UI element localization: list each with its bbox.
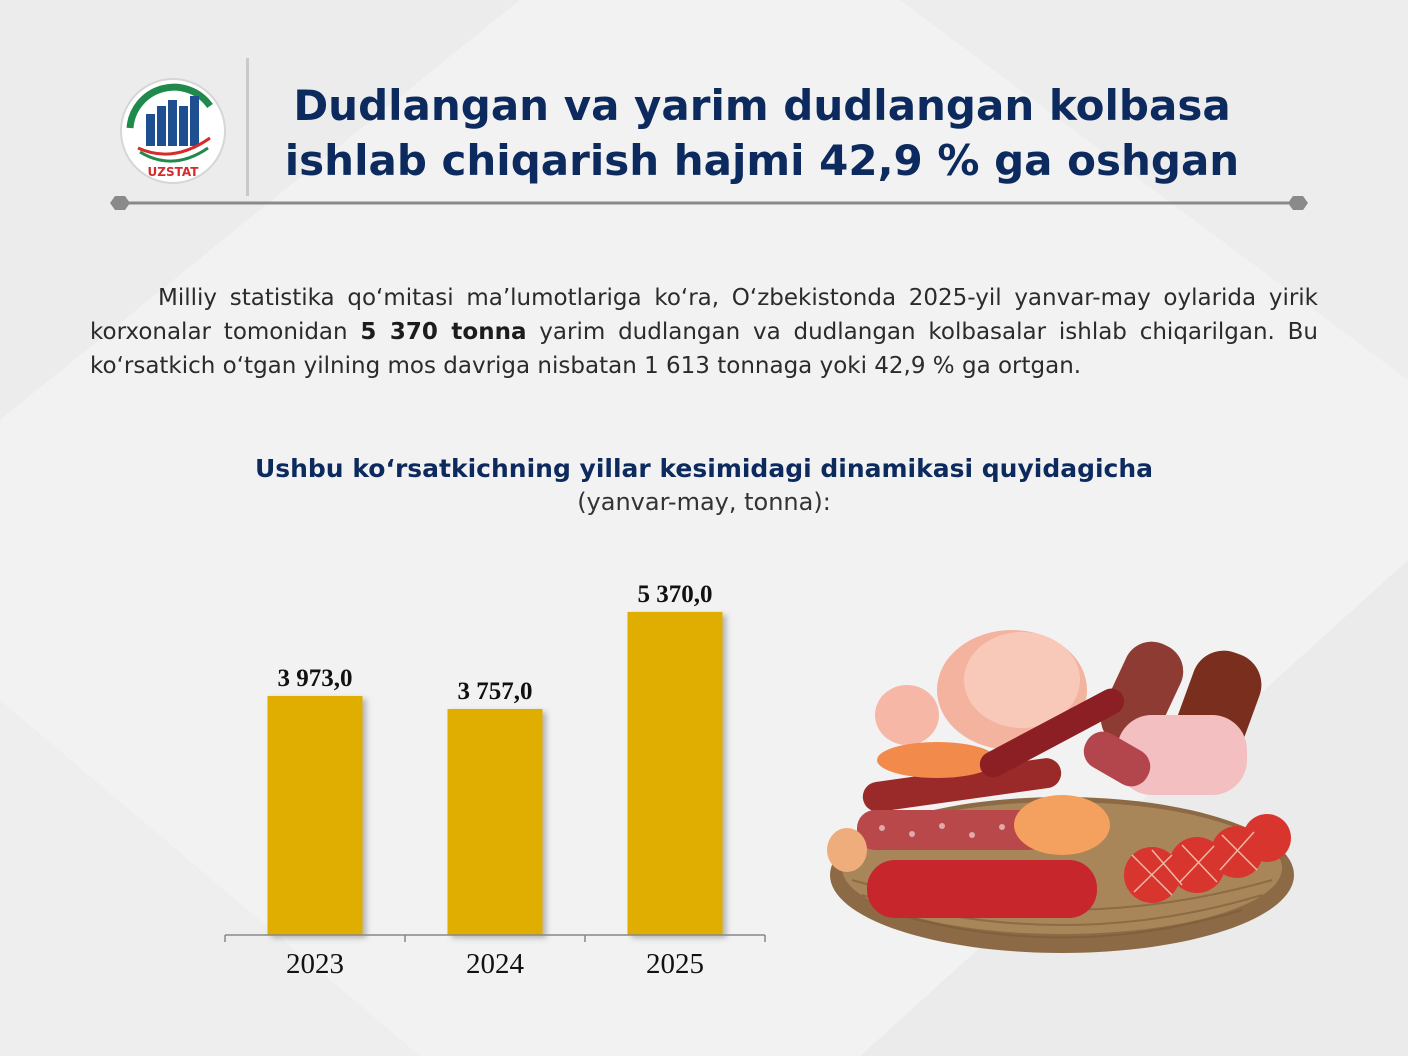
sausage-basket-illustration: [827, 630, 1294, 953]
x-tick-label-2024: 2024: [466, 948, 525, 980]
uzstat-logo: UZSTAT: [120, 78, 226, 184]
header-divider: [246, 58, 249, 196]
bar-2024: [447, 708, 543, 935]
bar-2025: [627, 611, 723, 935]
intro-paragraph: Milliy statistika qo‘mitasi ma’lumotlari…: [90, 281, 1318, 383]
title-underline: [110, 196, 1308, 210]
intro-text-1: Milliy statistika qo‘mitasi ma’lumotlari…: [90, 285, 1318, 345]
page-title: Dudlangan va yarim dudlangan kolbasa ish…: [262, 78, 1262, 188]
data-label-2025: 5 370,0: [638, 581, 713, 608]
page-title-line-1: Dudlangan va yarim dudlangan kolbasa: [293, 81, 1231, 130]
data-label-2023: 3 973,0: [278, 665, 353, 692]
chart-heading: Ushbu ko‘rsatkichning yillar kesimidagi …: [150, 452, 1258, 518]
page-title-line-2: ishlab chiqarish hajmi 42,9 % ga oshgan: [284, 136, 1240, 185]
chart-subtitle: (yanvar-may, tonna):: [577, 488, 831, 516]
data-label-2024: 3 757,0: [458, 678, 533, 705]
intro-text-2: yarim dudlangan va dudlangan kolbasalar …: [90, 319, 1318, 379]
intro-highlight: 5 370 tonna: [360, 319, 527, 345]
bar-2023: [267, 695, 363, 935]
x-tick-label-2023: 2023: [286, 948, 344, 980]
logo-text: UZSTAT: [148, 165, 200, 179]
x-tick-label-2025: 2025: [646, 948, 704, 980]
chart-title: Ushbu ko‘rsatkichning yillar kesimidagi …: [254, 454, 1154, 483]
bar-chart: 3 973,0 2023 3 757,0 2024 5 370,0 2025: [224, 581, 766, 980]
